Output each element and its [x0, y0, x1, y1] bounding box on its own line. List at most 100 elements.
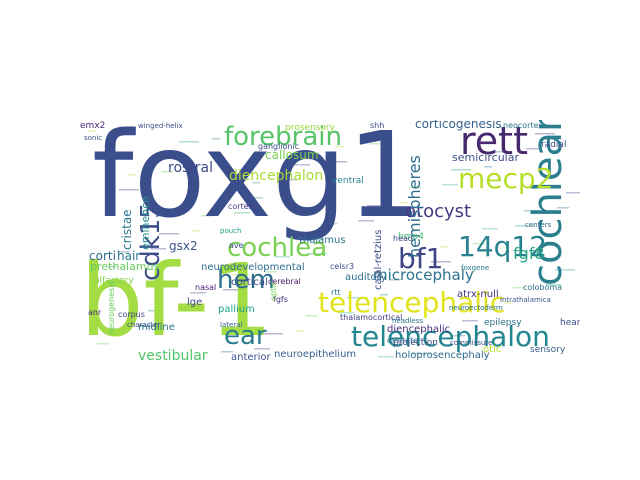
filler-mark [139, 325, 159, 327]
cloud-word: shh [370, 121, 384, 130]
cloud-word: nasal [195, 283, 216, 292]
cloud-word: thalamocortical [340, 313, 402, 322]
cloud-word: cortical [231, 277, 268, 288]
cloud-word: callosum [265, 148, 319, 162]
cloud-word: ear [224, 321, 267, 351]
cloud-word: hem [217, 265, 275, 295]
cloud-word: prosensory [285, 123, 336, 133]
filler-mark [524, 210, 532, 212]
cloud-word: emx2 [80, 121, 105, 131]
cloud-word: ganglionic [258, 142, 299, 151]
cloud-word: epilepsy [484, 318, 522, 328]
filler-mark [484, 166, 492, 168]
cloud-word: bmp4 [398, 232, 424, 242]
cloud-word: hemispheres [405, 155, 424, 258]
filler-mark [338, 312, 354, 314]
filler-mark [296, 330, 304, 332]
cloud-word: winged-helix [138, 122, 183, 130]
cloud-word: neocortex [503, 121, 543, 130]
filler-mark [378, 356, 394, 358]
filler-mark [190, 292, 206, 294]
filler-mark [504, 302, 512, 304]
filler-mark [221, 351, 233, 353]
filler-mark [453, 335, 465, 337]
cloud-word: neurogenesis [107, 281, 116, 335]
filler-mark [555, 269, 575, 271]
filler-mark [380, 294, 388, 296]
cloud-word: forebrain [224, 122, 342, 152]
cloud-word: commissure [450, 339, 492, 347]
cloud-word: cochlea [227, 233, 327, 263]
filler-mark [493, 151, 505, 153]
filler-mark [254, 348, 270, 350]
filler-mark [369, 143, 381, 145]
filler-mark [305, 315, 317, 317]
filler-mark [148, 310, 156, 312]
cloud-word: microcephaly [373, 266, 474, 284]
cloud-word: character [127, 321, 161, 329]
cloud-word: bf1 [398, 242, 443, 275]
filler-mark [400, 202, 408, 204]
cloud-word: rett [460, 120, 528, 163]
cloud-word: thalamus [299, 235, 346, 246]
filler-mark [420, 338, 428, 340]
cloud-word: diencephalic [387, 324, 450, 335]
cloud-word: eminence [139, 196, 152, 250]
cloud-word: foxgene [461, 264, 489, 272]
cloud-word: holoprosencephaly [395, 350, 490, 361]
filler-mark [179, 141, 199, 143]
filler-mark [482, 228, 498, 230]
filler-mark [119, 189, 139, 191]
filler-mark [515, 225, 535, 227]
cloud-word: neuroectoderm [449, 304, 503, 312]
filler-mark [117, 251, 129, 253]
cloud-word: olfactory [94, 276, 134, 286]
filler-mark [232, 274, 240, 276]
cloud-word: cortex [228, 202, 254, 211]
filler-mark [181, 307, 193, 309]
filler-mark [307, 253, 327, 255]
cloud-word: pouch [220, 227, 241, 235]
cloud-word: atrx-null [457, 289, 499, 300]
cloud-word: hearing [560, 318, 580, 328]
filler-mark [243, 197, 263, 199]
cloud-word: ventral [332, 176, 364, 186]
filler-mark [431, 261, 451, 263]
filler-mark [442, 184, 458, 186]
filler-mark [170, 156, 186, 158]
filler-mark [161, 171, 173, 173]
cloud-word: pallium [218, 304, 255, 315]
filler-mark [325, 223, 337, 225]
filler-mark [557, 207, 569, 209]
cloud-word: fgf8 [513, 244, 545, 263]
filler-mark [316, 238, 324, 240]
filler-mark [409, 187, 421, 189]
filler-mark [451, 169, 471, 171]
filler-mark [535, 133, 555, 135]
cloud-word: celsr3 [330, 262, 354, 271]
cloud-word: otocyst [405, 201, 471, 222]
cloud-word: cajal-retzius [373, 230, 384, 290]
cloud-word: corti [89, 249, 116, 263]
cloud-word: head [393, 234, 413, 243]
cloud-word: coloboma [523, 283, 562, 292]
filler-mark [440, 246, 448, 248]
filler-mark [201, 215, 213, 217]
filler-mark [274, 256, 290, 258]
filler-mark [128, 174, 136, 176]
filler-mark [367, 205, 387, 207]
cloud-word: sonic [84, 134, 102, 142]
filler-mark [88, 130, 96, 132]
cloud-word: centers [525, 221, 552, 229]
filler-mark [566, 192, 580, 194]
cloud-word: ave [229, 241, 244, 250]
cloud-word: anr [88, 308, 102, 317]
cloud-word: fgfs [273, 295, 288, 304]
filler-mark [336, 146, 344, 148]
cloud-word: diencephalon [229, 168, 323, 184]
filler-mark [285, 179, 297, 181]
word-cloud: foxg1 bf-1 rett cochlear forebrain mecp2 telen… [80, 120, 580, 370]
cloud-word: intrathalamica [500, 296, 551, 304]
cloud-word: headless [392, 317, 423, 325]
